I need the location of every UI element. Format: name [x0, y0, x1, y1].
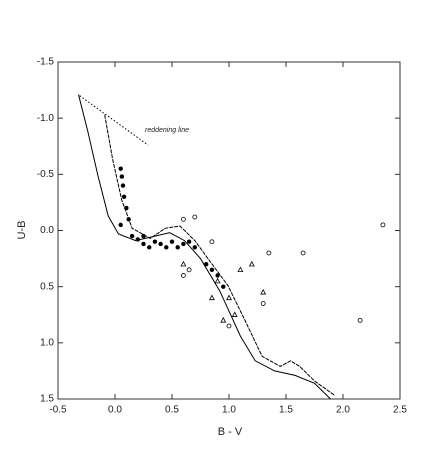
- point: [192, 214, 198, 220]
- curve: [78, 94, 331, 400]
- plot-frame: [57, 61, 401, 400]
- curve: [104, 114, 336, 397]
- x-axis-label: B - V: [218, 426, 243, 438]
- y-tick-label: 0.5: [40, 281, 54, 292]
- point: [215, 273, 220, 278]
- point: [141, 241, 146, 247]
- point: [124, 205, 129, 211]
- point: [186, 239, 192, 244]
- point: [147, 245, 152, 250]
- point: [164, 245, 169, 250]
- y-tick-label: -1.5: [37, 57, 55, 68]
- y-tick-label: -1.0: [37, 113, 55, 124]
- point: [169, 239, 175, 244]
- y-tick-label: 1.0: [40, 337, 54, 348]
- y-tick-label: 0.0: [40, 225, 54, 236]
- y-tick-label: -0.5: [37, 169, 55, 180]
- point: [214, 277, 221, 284]
- point: [120, 183, 126, 188]
- point: [209, 239, 215, 245]
- point: [237, 266, 244, 273]
- point: [126, 217, 131, 222]
- point: [226, 294, 232, 301]
- point: [119, 174, 125, 179]
- point: [204, 262, 209, 267]
- point: [380, 222, 386, 228]
- point: [248, 260, 255, 267]
- point: [221, 284, 226, 289]
- point: [231, 311, 238, 317]
- point: [300, 250, 306, 256]
- y-axis-label: U-B: [16, 221, 28, 240]
- point: [135, 237, 140, 242]
- x-tick-label: 2.5: [393, 405, 407, 416]
- point: [180, 273, 186, 278]
- point: [141, 233, 146, 239]
- point: [181, 241, 186, 247]
- point: [266, 250, 272, 256]
- point: [175, 245, 180, 250]
- point: [260, 301, 266, 306]
- point: [208, 294, 215, 301]
- annotation: reddening line: [145, 127, 189, 134]
- point: [220, 317, 227, 323]
- point: [152, 239, 158, 244]
- x-tick-label: 1.0: [222, 405, 236, 416]
- x-tick-label: 0.0: [108, 405, 122, 416]
- point: [118, 166, 123, 171]
- point: [260, 288, 267, 295]
- curve: [79, 95, 149, 146]
- y-tick-label: 1.5: [40, 394, 54, 405]
- point: [192, 245, 197, 250]
- point: [209, 267, 215, 273]
- x-tick-label: 0.5: [165, 405, 179, 416]
- point: [180, 260, 187, 267]
- point: [121, 194, 127, 199]
- point: [158, 241, 163, 247]
- point: [118, 222, 123, 228]
- point: [180, 216, 186, 222]
- x-tick-label: -0.5: [49, 405, 67, 416]
- x-tick-label: 1.5: [279, 405, 293, 416]
- x-tick-label: 2.0: [336, 405, 350, 416]
- point: [226, 323, 232, 329]
- point: [357, 317, 363, 323]
- point: [186, 267, 192, 273]
- point: [129, 233, 135, 239]
